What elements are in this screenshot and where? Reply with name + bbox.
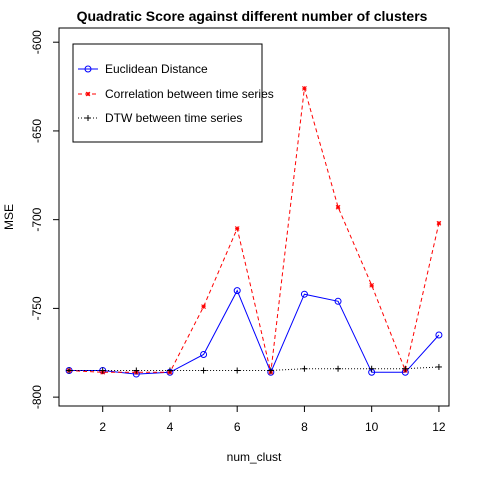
series-line-euclidean-distance: [69, 289, 440, 375]
data-point: [302, 85, 307, 91]
y-tick-label: -700: [30, 207, 44, 231]
plot-frame: [58, 27, 450, 407]
data-point: [234, 367, 241, 374]
data-point: [133, 367, 140, 374]
data-point: [200, 367, 207, 374]
series-line-dtw-between-time-series: [69, 366, 439, 371]
data-point: [166, 367, 173, 374]
data-point: [200, 351, 208, 359]
legend-entry: Euclidean Distance: [105, 62, 208, 76]
data-point: [99, 367, 106, 374]
series-dtw-between-time-series: [66, 363, 442, 374]
data-point: [233, 287, 241, 295]
x-tick-label: 6: [234, 420, 241, 434]
data-point: [66, 367, 73, 374]
data-point: [402, 365, 409, 372]
data-point: [335, 204, 341, 210]
x-tick-label: 2: [99, 420, 106, 434]
x-tick-label: 8: [301, 420, 308, 434]
x-tick-label: 4: [167, 420, 174, 434]
x-axis-label: num_clust: [227, 450, 282, 464]
y-tick-label: -750: [30, 296, 44, 320]
y-axis: -800 -750 -700 -650 -600: [30, 30, 59, 409]
chart-title: Quadratic Score against different number…: [77, 8, 428, 24]
data-point: [436, 220, 442, 226]
data-point: [368, 365, 375, 372]
data-point: [369, 282, 375, 288]
data-point: [201, 304, 206, 309]
x-tick-label: 10: [365, 420, 379, 434]
y-tick-label: -800: [30, 385, 44, 409]
y-tick-label: -650: [30, 119, 44, 143]
y-axis-label: MSE: [2, 204, 16, 230]
data-point: [234, 226, 240, 231]
legend: Euclidean Distance Correlation between ti…: [72, 43, 274, 143]
legend-entry: Correlation between time series: [105, 87, 274, 101]
series-layer: [65, 85, 443, 378]
data-point: [267, 367, 274, 374]
data-point: [435, 363, 442, 370]
data-point: [435, 331, 443, 339]
data-point: [335, 365, 342, 372]
series-line-correlation-between-time-series: [69, 88, 440, 373]
legend-entry: DTW between time series: [105, 111, 242, 125]
series-euclidean-distance: [65, 287, 443, 378]
legend-marker: [85, 91, 91, 97]
data-point: [301, 365, 308, 372]
data-point: [334, 297, 342, 305]
legend-marker: [85, 115, 91, 121]
x-axis: 2 4 6 8 10 12: [99, 406, 446, 434]
y-tick-label: -600: [30, 30, 44, 54]
x-tick-label: 12: [432, 420, 446, 434]
legend-box: [72, 43, 263, 143]
legend-marker: [84, 65, 92, 73]
data-point: [300, 290, 308, 298]
